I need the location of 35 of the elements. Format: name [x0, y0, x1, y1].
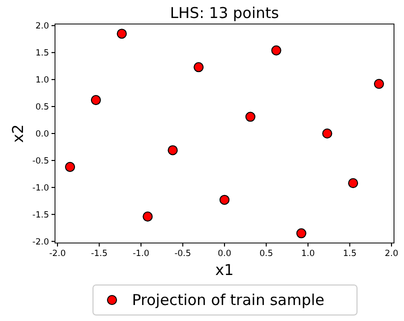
point: [219, 194, 230, 205]
point: [116, 28, 127, 39]
y-tick-label: 0.5: [35, 102, 49, 113]
point: [65, 162, 76, 172]
x-tick-label: 0.0: [218, 249, 232, 259]
point: [168, 145, 178, 156]
x-axis-title: x1: [215, 261, 234, 279]
x-tick-label: 2.0: [384, 249, 398, 259]
point: [271, 45, 282, 56]
y-tick-label: -1.0: [32, 183, 49, 194]
x-tick-label: 1.0: [301, 249, 315, 259]
x-tick-label: -0.5: [174, 249, 192, 259]
chart-title: LHS: 13 points: [170, 4, 280, 22]
x-tick-label: 1.5: [342, 249, 357, 259]
x-tick-label: 0.5: [259, 249, 274, 259]
point: [296, 228, 306, 238]
y-tick-label: 1.0: [35, 76, 49, 86]
y-axis-title: x2: [9, 124, 27, 143]
legend-label: Projection of train sample: [132, 291, 324, 309]
y-tick-label: 0.0: [35, 130, 49, 140]
y-tick-label: -1.5: [32, 210, 49, 220]
y-tick-label: 1.5: [35, 48, 49, 59]
y-tick-label: -0.5: [32, 156, 49, 166]
point: [194, 62, 204, 72]
point: [348, 178, 358, 188]
point: [90, 95, 101, 106]
y-tick-label: -2.0: [32, 237, 49, 248]
x-tick-label: -1.5: [90, 249, 108, 259]
point: [322, 128, 332, 139]
point: [142, 212, 153, 222]
point: [374, 78, 384, 89]
x-tick-label: -2.0: [49, 249, 66, 259]
y-tick-label: 2.0: [35, 22, 49, 32]
x-tick-label: -1.0: [132, 249, 150, 259]
point: [245, 112, 256, 122]
